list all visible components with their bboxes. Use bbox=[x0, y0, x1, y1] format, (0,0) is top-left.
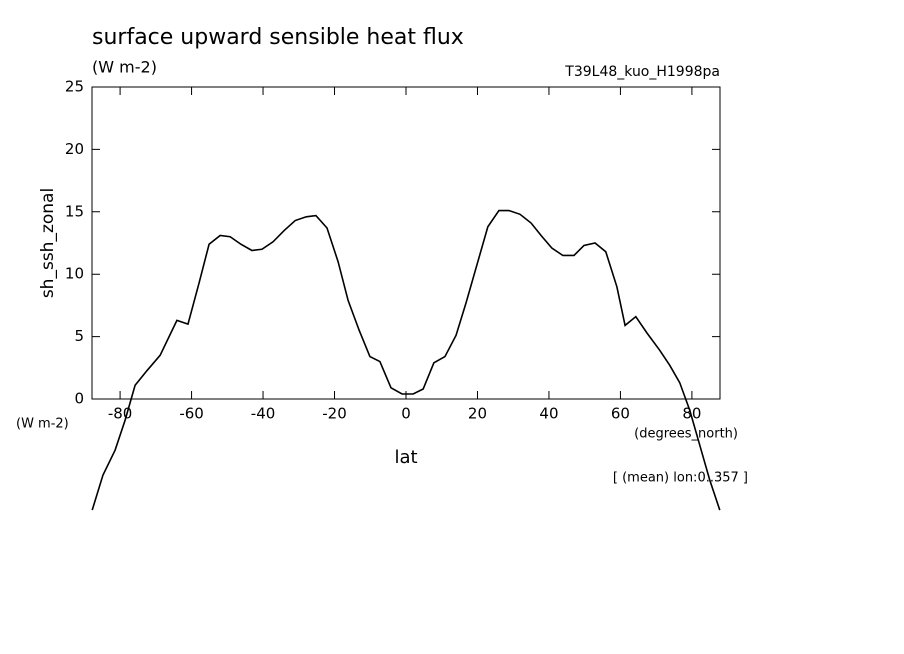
y-unit-label: (W m-2) bbox=[16, 417, 69, 432]
note: [ (mean) lon:0..357 ] bbox=[613, 471, 748, 486]
data-line bbox=[91, 209, 721, 511]
x-axis-label: lat bbox=[394, 447, 417, 468]
y-tick-label: 15 bbox=[65, 202, 84, 220]
x-tick-label: 80 bbox=[682, 405, 701, 423]
y-tick-label: 25 bbox=[65, 78, 84, 96]
x-tick-label: -20 bbox=[322, 405, 347, 423]
x-unit-label: (degrees_north) bbox=[634, 427, 738, 442]
chart-title: surface upward sensible heat flux bbox=[92, 25, 464, 50]
y-axis-label: sh_ssh_zonal bbox=[38, 188, 58, 298]
plot-frame bbox=[91, 86, 721, 400]
chart-subtitle: (W m-2) bbox=[92, 58, 157, 77]
experiment-label: T39L48_kuo_H1998pa bbox=[564, 64, 720, 80]
x-tick-label: 40 bbox=[539, 405, 558, 423]
x-tick-label: 20 bbox=[468, 405, 487, 423]
y-tick-label: 5 bbox=[74, 327, 84, 345]
x-tick-label: 0 bbox=[401, 405, 411, 423]
x-tick-label: 60 bbox=[611, 405, 630, 423]
y-tick-label: 0 bbox=[74, 390, 84, 408]
x-tick-label: -40 bbox=[251, 405, 276, 423]
x-tick-label: -60 bbox=[179, 405, 204, 423]
y-tick-label: 10 bbox=[65, 265, 84, 283]
y-tick-label: 20 bbox=[65, 140, 84, 158]
